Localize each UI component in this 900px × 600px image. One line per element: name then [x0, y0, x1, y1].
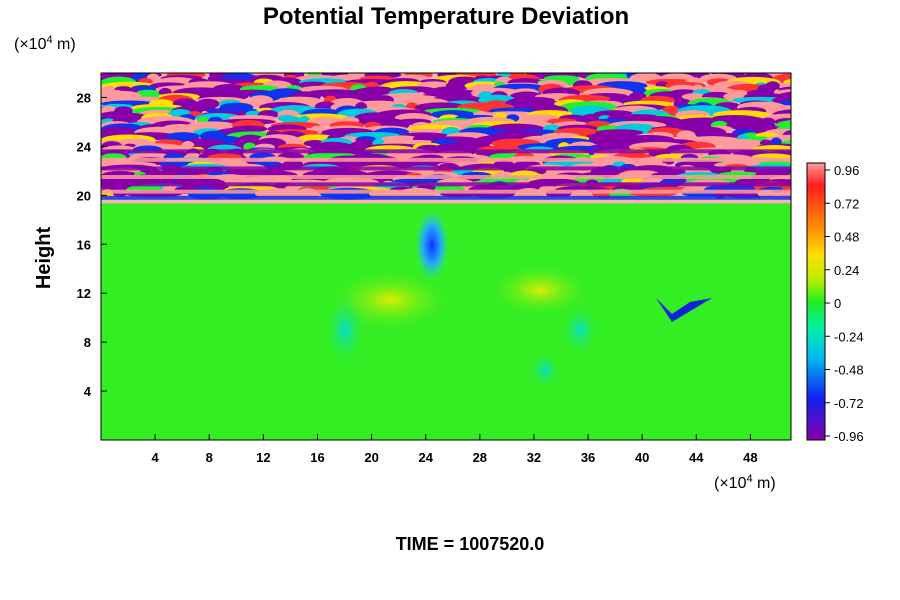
x-tick-label: 44: [689, 450, 704, 465]
x-tick-label: 8: [206, 450, 213, 465]
y-tick-label: 28: [77, 90, 91, 105]
x-ticks: 4 8 12 16 20 24 28 32 36 40 44 48: [152, 434, 758, 465]
colorbar-labels: 0.96 0.72 0.48 0.24 0 -0.24 -0.48 -0.72 -0.96: [825, 163, 864, 444]
plot-area: [101, 73, 791, 440]
x-tick-label: 24: [418, 450, 433, 465]
colorbar-label: 0: [834, 296, 841, 311]
colorbar-label: 0.24: [834, 263, 859, 278]
colorbar-label: -0.72: [834, 396, 864, 411]
cyan-region: [325, 295, 365, 365]
wave-band: [101, 189, 791, 194]
cyan-region: [530, 352, 560, 388]
x-tick-label: 36: [581, 450, 595, 465]
y-tick-label: 16: [77, 237, 91, 252]
y-tick-label: 4: [84, 384, 92, 399]
y-tick-label: 24: [77, 139, 92, 154]
wave-band: [101, 174, 791, 179]
wave-band: [101, 182, 791, 187]
blue-plume: [414, 207, 450, 283]
colorbar-label: -0.24: [834, 329, 864, 344]
y-axis-label: Height: [33, 227, 55, 290]
x-tick-label: 12: [256, 450, 270, 465]
wave-region: [101, 73, 791, 204]
chart-title: Potential Temperature Deviation: [263, 3, 629, 30]
wave-cell: [788, 73, 791, 77]
y-tick-label: 20: [77, 188, 91, 203]
y-ticks: 4 8 12 16 20 24 28: [77, 90, 107, 399]
wave-band: [101, 157, 791, 162]
colorbar-label: 0.48: [834, 230, 859, 245]
time-label: TIME = 1007520.0: [396, 534, 545, 554]
y-tick-label: 8: [84, 335, 91, 350]
dark-blue-streak: [656, 298, 712, 322]
colorbar-label: 0.72: [834, 196, 859, 211]
x-tick-label: 40: [635, 450, 649, 465]
x-tick-label: 32: [527, 450, 541, 465]
colorbar: [806, 162, 826, 441]
x-tick-label: 16: [310, 450, 324, 465]
field-features: [325, 207, 712, 388]
x-tick-label: 48: [743, 450, 757, 465]
colorbar-label: 0.96: [834, 163, 859, 178]
wave-band: [101, 166, 791, 171]
plot-frame: [100, 72, 792, 441]
x-unit-label: (×104 m): [714, 473, 776, 492]
y-tick-label: 12: [77, 286, 91, 301]
wave-band: [101, 195, 791, 200]
x-tick-label: 28: [473, 450, 487, 465]
y-unit-label: (×104 m): [14, 34, 76, 53]
x-tick-label: 4: [152, 450, 160, 465]
colorbar-label: -0.48: [834, 363, 864, 378]
colorbar-label: -0.96: [834, 429, 864, 444]
wave-cell: [310, 125, 326, 133]
x-tick-label: 20: [364, 450, 378, 465]
cyan-region: [562, 305, 598, 355]
yellow-region: [490, 265, 590, 315]
wave-band: [101, 149, 791, 154]
